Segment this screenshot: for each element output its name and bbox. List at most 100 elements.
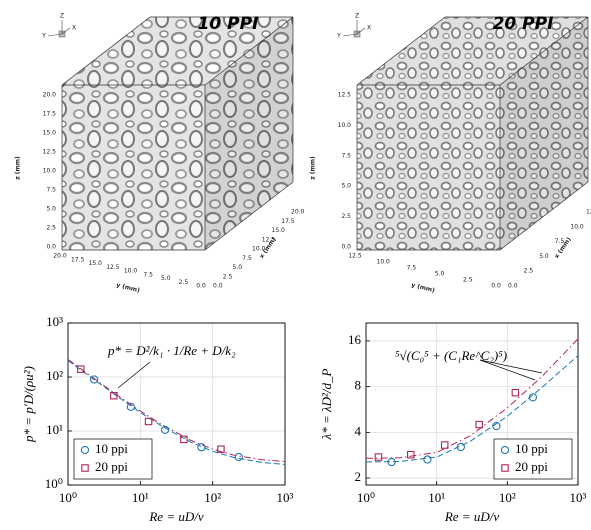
triad-label: Y xyxy=(336,33,341,40)
foam-shade xyxy=(500,17,588,250)
axis-tick-label: 5.0 xyxy=(233,264,243,271)
data-point xyxy=(197,443,206,452)
axis-tick-label: 10.0 xyxy=(570,223,584,230)
x-axis-label: Re = uD/ν xyxy=(148,509,203,524)
triad-label: Y xyxy=(41,33,46,40)
x-tick-label: 10¹ xyxy=(132,490,149,505)
legend-box xyxy=(493,438,573,480)
x-tick-label: 10⁰ xyxy=(59,490,77,505)
data-point xyxy=(407,450,415,459)
legend-marker xyxy=(501,464,509,472)
axis-tick-label: 5.0 xyxy=(539,253,549,260)
axis-tick-label: 20.0 xyxy=(291,209,305,216)
axis-title: y (mm) xyxy=(411,282,436,295)
y-tick-label: 10² xyxy=(46,368,63,383)
x-tick-label: 10³ xyxy=(570,490,587,505)
legend-label: 10 ppi xyxy=(95,441,128,456)
data-point xyxy=(475,420,483,429)
data-point xyxy=(528,393,538,402)
data-point xyxy=(511,388,520,397)
plot-frame xyxy=(67,322,286,486)
legend-marker xyxy=(80,445,90,455)
y-tick-label: 10⁰ xyxy=(45,476,63,491)
legend-label: 20 ppi xyxy=(95,459,128,474)
y-tick-label: 10¹ xyxy=(46,422,63,437)
axis-tick-label: 15.0 xyxy=(272,227,286,234)
axis-tick-label: 2.5 xyxy=(46,225,56,232)
axis-tick-label: 0.0 xyxy=(508,283,518,290)
legend-marker xyxy=(81,464,89,472)
axis-tick-label: 12.5 xyxy=(348,253,362,260)
y-tick-label: 8 xyxy=(355,378,362,393)
x-tick-label: 10⁰ xyxy=(357,490,375,505)
axis-tick-label: 2.5 xyxy=(179,279,189,286)
data-point xyxy=(90,375,99,384)
axis-tick-label: 10.0 xyxy=(252,246,266,253)
axis-tick-label: 7.5 xyxy=(555,238,565,245)
axis-tick-label: 5.0 xyxy=(46,206,56,213)
box-edge xyxy=(204,16,294,86)
axis-tick-label: 12.5 xyxy=(338,92,352,99)
axis-tick-label: 0.0 xyxy=(491,283,501,290)
x-tick-label: 10¹ xyxy=(428,490,445,505)
data-point xyxy=(423,455,432,464)
x-tick-label: 10² xyxy=(204,490,221,505)
foam-body xyxy=(357,17,588,250)
box-edge xyxy=(356,16,446,86)
data-point xyxy=(217,445,225,453)
data-point xyxy=(234,452,243,462)
axis-tick-label: 0.0 xyxy=(213,283,223,290)
axis-tick-label: 10.0 xyxy=(43,168,57,175)
axis-tick-label: 7.5 xyxy=(341,152,351,159)
box-edge xyxy=(499,181,589,251)
chart: 10⁰ 10¹ 10² 10³ 2 4 8 16 ⁵√(C₀⁵ + (C₁Re^C₂)⁵) 10 … xyxy=(319,322,587,524)
triad-label: X xyxy=(367,25,371,32)
triad-label: Z xyxy=(355,13,359,20)
axis-tick-label: 7.5 xyxy=(242,255,252,262)
render-label: 10 PPI xyxy=(198,14,259,34)
legend-label: 10 ppi xyxy=(515,441,548,456)
axis-tick-label: 17.5 xyxy=(71,256,85,263)
fit-line xyxy=(365,338,579,459)
triad-axis xyxy=(342,33,358,37)
axis-tick-label: 0.0 xyxy=(46,244,56,251)
fit-line xyxy=(67,360,286,465)
y-tick-label: 4 xyxy=(355,423,362,438)
x-axis-label: Re = uD/ν xyxy=(444,509,499,524)
axis-title: y (mm) xyxy=(116,282,141,295)
axis-tick-label: 12.5 xyxy=(106,264,120,271)
axis-tick-label: 20.0 xyxy=(53,253,67,260)
axis-tick-label: 2.5 xyxy=(341,213,351,220)
axis-tick-label: 10.0 xyxy=(124,268,138,275)
legend-box xyxy=(73,438,153,480)
chart: 10⁰ 10¹ 10² 10³ 10⁰ 10¹ 10² 10³ p* = D²/k₁ · 1/R… xyxy=(21,314,294,524)
data-point xyxy=(492,421,501,431)
annotation-leader xyxy=(479,359,543,374)
box-edge xyxy=(61,16,151,86)
axis-tick-label: 7.5 xyxy=(46,187,56,194)
y-axis-label: λ* = λD²/d_P xyxy=(319,369,334,441)
axis-tick-label: 5.0 xyxy=(341,183,351,190)
axis-tick-label: 2.5 xyxy=(524,268,534,275)
triad-axis xyxy=(47,33,63,37)
axis-tick-label: 7.5 xyxy=(143,271,153,278)
foam-shade xyxy=(205,17,293,250)
axis-tick-label: 7.5 xyxy=(407,265,417,272)
data-point xyxy=(440,441,449,449)
data-point xyxy=(160,425,170,435)
axis-tick-label: 10.0 xyxy=(338,122,352,129)
triad-label: Z xyxy=(60,13,64,20)
axis-title: z (mm) xyxy=(15,156,22,180)
axis-tick-label: 2.5 xyxy=(223,273,233,280)
axis-tick-label: 10.0 xyxy=(377,259,391,266)
axis-tick-label: 0.0 xyxy=(341,244,351,251)
x-tick-label: 10² xyxy=(499,490,516,505)
data-point xyxy=(110,391,118,400)
data-point xyxy=(76,365,85,373)
render: 0.0 2.5 5.0 7.5 10.0 12.5 12.5 10.0 7.5 5.0 2.5 0.0… xyxy=(310,13,591,295)
axis-tick-label: 12.5 xyxy=(586,209,591,216)
x-tick-label: 10³ xyxy=(277,490,294,505)
axis-tick-label: 12.5 xyxy=(262,236,276,243)
axis-tick-label: 0.0 xyxy=(196,283,206,290)
